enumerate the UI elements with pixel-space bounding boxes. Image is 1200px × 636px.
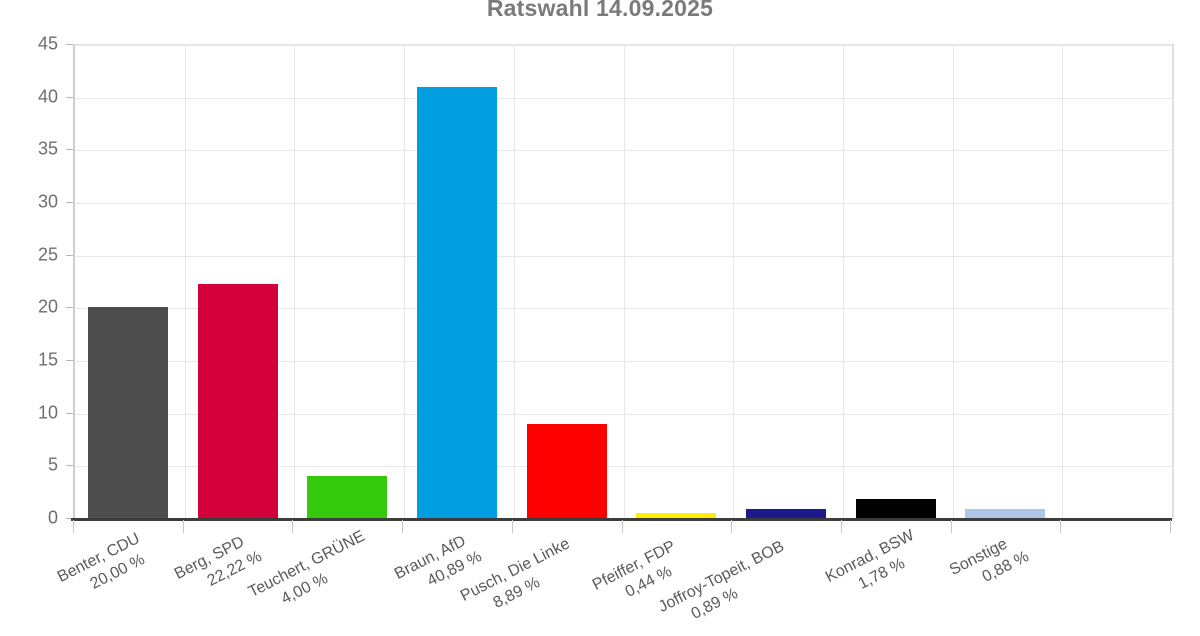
y-axis-tick-mark [66, 202, 73, 203]
x-axis-tick-mark [182, 520, 184, 533]
grid-line-vertical [733, 45, 735, 519]
x-axis-tick-mark [1170, 520, 1171, 533]
y-axis-tick-label: 20 [37, 296, 58, 317]
x-axis-category-label: Sonstige 0,88 % [946, 528, 1033, 600]
y-axis-tick-label: 40 [37, 86, 58, 107]
grid-line-vertical [842, 45, 844, 519]
x-axis-tick-mark [402, 520, 404, 533]
y-axis-tick-label: 15 [37, 349, 58, 370]
y-axis-tick-mark [66, 254, 73, 256]
grid-line-vertical [184, 45, 186, 519]
y-axis-tick-mark [66, 307, 73, 309]
x-axis-tick-mark [840, 520, 842, 533]
x-axis-tick-mark [292, 520, 294, 533]
x-axis-tick-mark [1060, 520, 1062, 533]
y-axis-tick-label: 45 [37, 33, 58, 54]
x-axis-category-label: Benter, CDU 20,00 % [54, 529, 153, 607]
y-axis-tick-label: 5 [47, 454, 58, 475]
grid-line-vertical [952, 45, 954, 519]
plot-area [73, 44, 1174, 519]
y-axis-tick-mark [66, 465, 73, 467]
grid-line-vertical [623, 45, 625, 519]
x-axis-tick-mark [950, 520, 952, 533]
y-axis-tick-mark [66, 149, 73, 151]
y-axis-tick-label: 10 [37, 402, 58, 423]
grid-line-vertical [404, 45, 406, 519]
x-axis-tick-mark [511, 520, 513, 533]
y-axis-tick-label: 0 [47, 507, 58, 528]
y-axis-tick-mark [66, 412, 73, 414]
y-axis-tick-mark [66, 96, 73, 98]
x-axis-category-label: Teuchert, GRÜNE 4,00 % [245, 526, 378, 622]
x-axis-tick-mark [621, 520, 623, 533]
y-axis-tick-label: 25 [37, 244, 58, 265]
x-axis-tick-mark [731, 520, 733, 533]
grid-line-vertical [1062, 45, 1064, 519]
y-axis-tick-mark [66, 360, 73, 361]
y-axis-tick-label: 30 [37, 191, 58, 212]
chart-title: Ratswahl 14.09.2025 [486, 0, 714, 21]
x-axis-tick-mark [73, 520, 74, 533]
grid-line-vertical [294, 45, 296, 519]
y-axis-tick-mark [66, 44, 73, 45]
y-axis-tick-label: 35 [37, 138, 58, 159]
grid-line-vertical [513, 45, 515, 519]
x-axis-category-label: Konrad, BSW 1,78 % [822, 525, 928, 607]
y-axis-tick-mark [66, 518, 73, 519]
x-axis-baseline [71, 518, 1172, 521]
